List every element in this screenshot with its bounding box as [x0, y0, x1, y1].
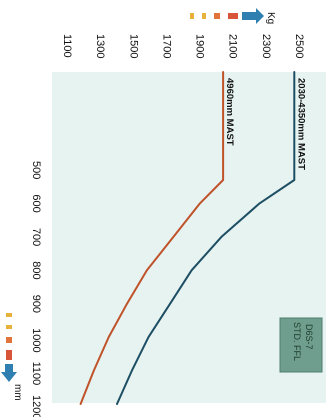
series-line-2 [79, 71, 225, 405]
kg-axis-unit: Kg [265, 12, 276, 24]
mm-axis-dot [6, 337, 12, 343]
mm-axis-dot [6, 313, 12, 317]
kg-axis-arrow [242, 8, 264, 24]
kg-tick-label: 1700 [160, 34, 172, 58]
kg-tick-label: 2500 [293, 34, 305, 58]
mm-axis-dot [6, 325, 12, 329]
series-line-1 [116, 71, 296, 405]
kg-tick-label: 1300 [94, 34, 106, 58]
mm-tick-label: 500 [30, 161, 42, 179]
kg-tick-label: 1100 [61, 34, 73, 58]
mm-tick-label: 900 [30, 295, 42, 313]
kg-axis-dot [202, 13, 206, 19]
kg-axis-dot [214, 13, 220, 19]
kg-tick-label: 1500 [127, 34, 139, 58]
model-badge [279, 317, 323, 373]
mm-axis-arrow [1, 364, 17, 382]
mm-tick-label: 1000 [30, 328, 42, 352]
model-badge-line2: STD. FFL [292, 322, 302, 361]
mm-axis-unit: mm [12, 384, 23, 401]
mm-tick-label: 1200 [30, 395, 42, 417]
kg-tick-label: 2100 [227, 34, 239, 58]
kg-tick-label: 2300 [260, 34, 272, 58]
mm-tick-label: 700 [30, 228, 42, 246]
series-label-2: 4960mm MAST [224, 78, 235, 146]
kg-axis-dot [190, 13, 194, 19]
kg-tick-label: 1900 [194, 34, 206, 58]
mm-tick-label: 600 [30, 194, 42, 212]
kg-axis-dot [228, 13, 238, 19]
mm-tick-label: 1100 [30, 362, 42, 386]
mm-axis-dot [6, 350, 12, 360]
mm-tick-label: 800 [30, 261, 42, 279]
model-badge-line1: D6S-7 [304, 324, 314, 350]
series-label-1: 2030-4350mm MAST [295, 78, 306, 170]
